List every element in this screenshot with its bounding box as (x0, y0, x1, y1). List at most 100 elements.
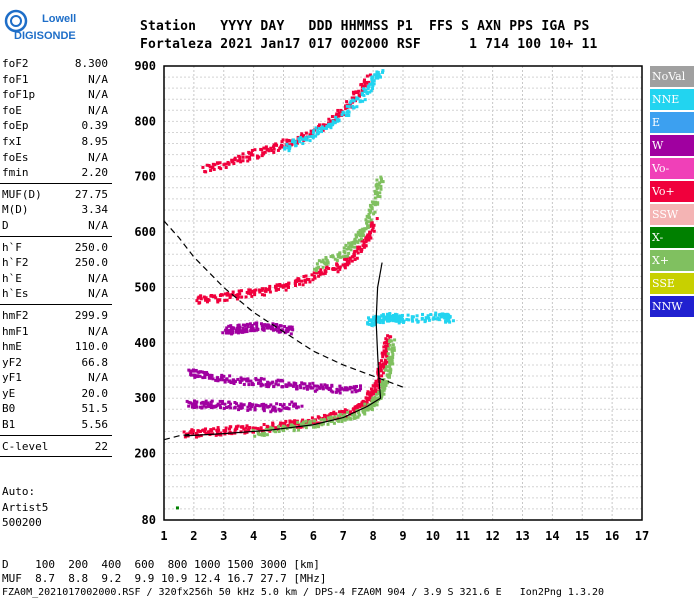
data-point (298, 425, 302, 429)
data-point (353, 409, 357, 413)
data-point (308, 420, 312, 424)
data-point (200, 406, 204, 410)
data-point (385, 380, 389, 384)
data-point (361, 227, 365, 231)
data-point (382, 382, 386, 386)
data-point (443, 313, 447, 317)
data-point (276, 148, 280, 152)
data-point (349, 411, 353, 415)
data-point (238, 325, 242, 329)
data-point (356, 247, 360, 251)
data-point (275, 283, 279, 287)
data-point (326, 416, 330, 420)
data-point (368, 73, 372, 77)
param-row: B0 51.5 (0, 401, 112, 417)
data-point (262, 433, 266, 437)
data-point (214, 296, 218, 300)
data-point (339, 413, 343, 417)
data-point (185, 399, 189, 403)
data-point (331, 119, 335, 123)
data-point (379, 184, 383, 188)
param-label: C-level (2, 439, 49, 453)
data-point (280, 144, 284, 148)
data-point (337, 389, 341, 393)
data-point (281, 138, 285, 142)
data-point (376, 320, 380, 324)
data-point (351, 90, 355, 94)
param-row: hmF1 N/A (0, 324, 112, 340)
data-point (372, 392, 376, 396)
data-point (245, 327, 249, 331)
data-point (243, 324, 247, 328)
data-point (391, 362, 395, 366)
data-point (250, 289, 254, 293)
data-point (345, 263, 349, 267)
data-point (362, 241, 366, 245)
x-tick-label: 13 (515, 529, 529, 543)
data-point (448, 315, 452, 319)
data-point (191, 431, 195, 435)
data-point (205, 163, 209, 167)
data-point (389, 315, 393, 319)
data-point (380, 394, 384, 398)
data-point (223, 298, 227, 302)
data-point (376, 201, 380, 205)
data-point (255, 154, 259, 158)
data-point (388, 335, 392, 339)
data-point (333, 121, 337, 125)
data-point (367, 85, 371, 89)
data-point (224, 166, 228, 170)
data-point (234, 330, 238, 334)
data-point (238, 157, 242, 161)
data-point (218, 403, 222, 407)
data-point (361, 91, 365, 95)
data-point (354, 405, 358, 409)
data-point (298, 282, 302, 286)
data-point (275, 143, 279, 147)
data-point (321, 258, 325, 262)
data-point (345, 417, 349, 421)
data-point (212, 167, 216, 171)
data-point (272, 328, 276, 332)
data-point (286, 285, 290, 289)
data-point (375, 217, 379, 221)
data-point (238, 292, 242, 296)
data-point (376, 396, 380, 400)
param-row: C-level 22 (0, 439, 112, 455)
data-point (359, 233, 363, 237)
data-point (296, 420, 300, 424)
data-point (240, 406, 244, 410)
data-point (218, 378, 222, 382)
data-point (321, 126, 325, 130)
data-point (271, 145, 275, 149)
data-point (249, 151, 253, 155)
data-point (385, 354, 389, 358)
data-point (289, 423, 293, 427)
data-point (241, 323, 245, 327)
data-point (353, 388, 357, 392)
data-point (361, 244, 365, 248)
data-point (248, 322, 252, 326)
data-point (288, 383, 292, 387)
data-point (327, 267, 331, 271)
data-point (359, 83, 363, 87)
data-point (353, 241, 357, 245)
data-point (447, 313, 451, 317)
data-point (261, 403, 265, 407)
data-point (323, 271, 327, 275)
data-point (292, 427, 296, 431)
data-point (361, 238, 365, 242)
data-point (347, 105, 351, 109)
data-point (287, 281, 291, 285)
data-point (287, 327, 291, 331)
data-point (228, 374, 232, 378)
data-point (325, 265, 329, 269)
param-value: N/A (88, 218, 108, 232)
data-point (382, 345, 386, 349)
data-point (345, 260, 349, 264)
data-point (203, 429, 207, 433)
data-point (208, 373, 212, 377)
data-point (268, 286, 272, 290)
data-point (370, 77, 374, 81)
param-value: 0.39 (81, 119, 109, 133)
